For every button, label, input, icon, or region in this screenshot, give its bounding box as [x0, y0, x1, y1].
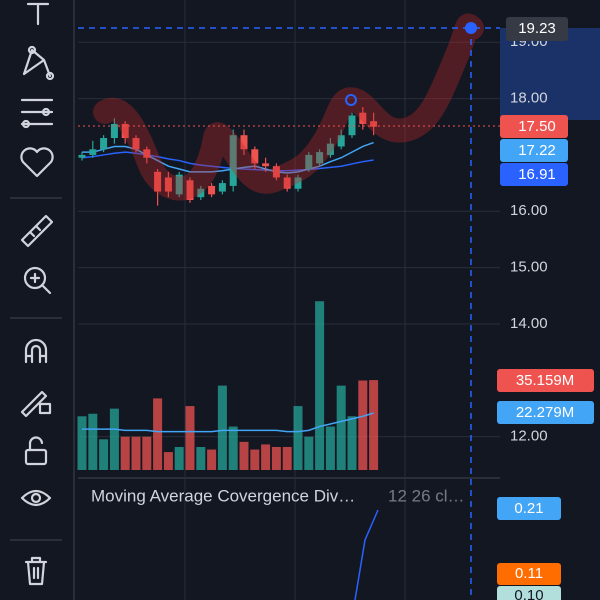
ma-fast-line [82, 141, 374, 174]
volume-bar [153, 398, 163, 470]
highlight-range [500, 28, 600, 120]
volume-bar [196, 446, 206, 470]
volume-bar [358, 380, 368, 470]
candle-body [132, 138, 140, 150]
hist-label: 0.10 [514, 587, 543, 600]
candle-body [294, 177, 302, 189]
volume-bar [77, 416, 87, 470]
y-tick-label: 18.00 [510, 90, 548, 107]
volume-bar [109, 408, 119, 470]
volume-bar [99, 439, 109, 470]
volume-bar [174, 446, 184, 470]
ma-slow-line [81, 151, 374, 172]
volume-bar [250, 449, 260, 470]
candle-body [100, 138, 108, 150]
candle-body [370, 121, 378, 127]
fib-tool[interactable] [20, 98, 54, 129]
candle-body [359, 112, 367, 124]
candle-body [305, 154, 313, 170]
candle-body [283, 177, 291, 189]
volume-bar [304, 436, 314, 470]
brush-drawing[interactable] [93, 13, 484, 201]
volume-bar [142, 436, 152, 470]
last-price-label: 17.50 [518, 118, 556, 135]
ruler-tool[interactable] [20, 214, 54, 248]
candle-body [186, 180, 194, 200]
ma-slow-label: 16.91 [518, 166, 556, 183]
volume-bar [131, 436, 141, 470]
candle-body [164, 177, 172, 192]
crosshair-point[interactable] [465, 22, 477, 34]
volume-bar [293, 406, 303, 470]
y-tick-label: 12.00 [510, 428, 548, 445]
candle-body [78, 154, 86, 158]
candle-body [229, 135, 237, 186]
crosshair-label: 19.23 [518, 20, 556, 37]
text-tool[interactable] [26, 2, 50, 26]
signal-label: 0.11 [515, 565, 543, 582]
grid [184, 0, 406, 600]
volume-ma-label: 22.279M [516, 404, 574, 421]
macd-label: 0.21 [514, 500, 543, 517]
lock-tool[interactable] [24, 436, 48, 466]
y-tick-label: 15.00 [510, 259, 548, 276]
volume-label: 35.159M [516, 372, 574, 389]
candle-body [272, 166, 280, 178]
candle-body [208, 185, 216, 195]
candle-body [154, 171, 162, 192]
volume-bar [207, 449, 217, 470]
volume-bar [217, 385, 227, 470]
price-labels: 19.23 17.50 17.22 16.91 35.159M 22.279M … [497, 17, 594, 600]
volume-ma-line [82, 412, 374, 433]
candle-body [251, 149, 259, 164]
candle-body [348, 115, 356, 136]
volume-bar [347, 416, 357, 470]
delete-tool[interactable] [24, 556, 48, 586]
candle-body [121, 123, 129, 139]
volume-bar [315, 301, 325, 470]
pattern-tool[interactable] [22, 45, 55, 81]
ma-fast-label: 17.22 [518, 142, 556, 159]
indicator-params: 12 26 cl… [388, 486, 465, 505]
volume-bar [185, 406, 195, 470]
candle-body [262, 163, 270, 167]
visibility-tool[interactable] [20, 489, 52, 507]
indicator-title[interactable]: Moving Average Covergence Div… [91, 486, 355, 505]
y-tick-label: 14.00 [510, 315, 548, 332]
macd-line [354, 509, 379, 600]
zoom-tool[interactable] [23, 266, 52, 295]
candle-body [240, 135, 248, 150]
volume-bar [163, 452, 173, 470]
magnet-tool[interactable] [24, 338, 48, 364]
candle-body [175, 174, 183, 195]
candle-body [337, 135, 345, 147]
volume-bar [369, 380, 379, 470]
volume-bar [282, 446, 292, 470]
volume-bar [271, 446, 281, 470]
candle-body [316, 152, 324, 164]
candle-body [110, 123, 118, 139]
candle-body [89, 149, 97, 155]
volume-bar [88, 413, 98, 470]
volume-bar [239, 441, 249, 470]
candle-body [326, 143, 334, 155]
toolbar [0, 0, 75, 600]
candle-body [218, 183, 226, 192]
volume-bar [261, 444, 271, 470]
volume-bar [120, 436, 130, 470]
anchor-point[interactable] [345, 94, 357, 106]
volume-bar [336, 385, 346, 470]
candle-body [197, 188, 205, 198]
lock-drawing-tool[interactable] [20, 390, 52, 418]
favorites-tool[interactable] [20, 147, 54, 178]
volume-bar [228, 426, 238, 470]
volume-bar [325, 426, 335, 470]
candle-body [143, 149, 151, 158]
y-tick-label: 16.00 [510, 202, 548, 219]
